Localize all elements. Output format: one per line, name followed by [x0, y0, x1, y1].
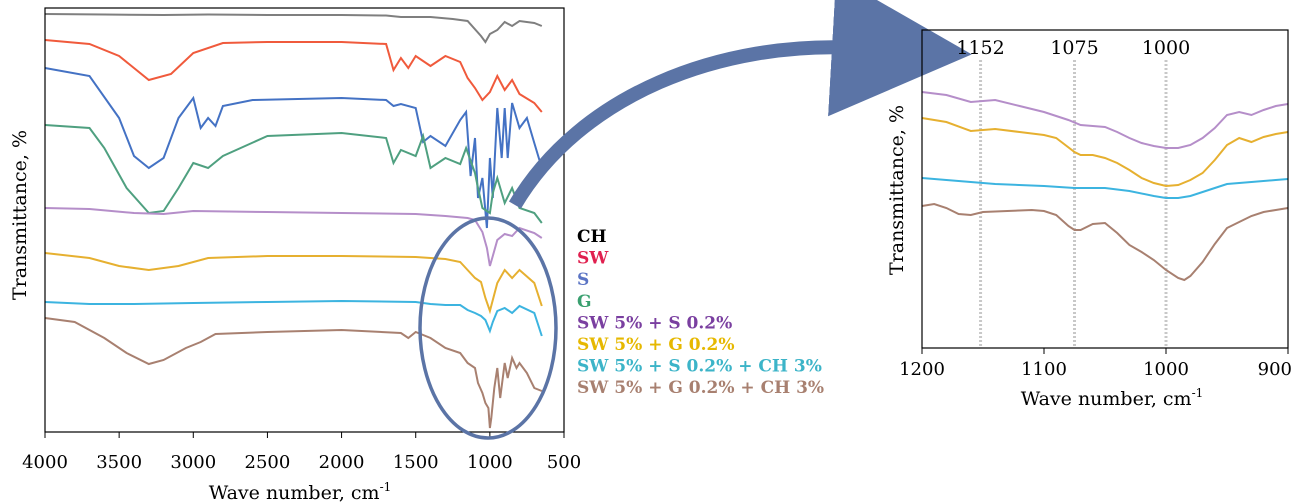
main-x-ticks: 4000 3500 3000 2500 2000 1500 1000 500 [22, 432, 581, 473]
zoom-series-group [921, 91, 1289, 282]
zoom-x-ticks: 1200 1100 1000 900 [899, 348, 1292, 380]
zoom-x-tick-label: 1000 [1143, 359, 1189, 380]
zoom-series-sw-5-s-0-2-ch-3 [921, 177, 1289, 199]
main-x-tick-label: 1500 [393, 452, 439, 473]
main-series-sw-5-g-0-2-ch-3 [44, 317, 543, 429]
main-series-g [44, 124, 543, 224]
main-y-axis-label: Transmittance, % [9, 130, 31, 300]
main-series-sw-5-s-0-2-ch-3 [44, 299, 543, 337]
legend-item-g: G [577, 292, 592, 312]
reference-label-1000: 1000 [1142, 37, 1190, 59]
legend-item-sw: SW [577, 249, 609, 269]
zoom-y-axis-label: Transmittance, % [886, 105, 908, 275]
main-x-tick-label: 500 [547, 452, 581, 473]
reference-label-1075: 1075 [1050, 37, 1098, 59]
reference-label-1152: 1152 [956, 37, 1004, 59]
zoom-series-sw-5-g-0-2-ch-3 [921, 202, 1289, 282]
zoom-arrow [508, 0, 972, 209]
main-x-tick-label: 4000 [22, 452, 68, 473]
main-x-axis-label: Wave number, cm-1 [209, 480, 392, 504]
zoom-x-tick-label: 900 [1258, 359, 1292, 380]
zoom-reference-labels: 1152 1075 1000 [956, 37, 1190, 59]
zoom-plot-frame [921, 29, 1289, 349]
zoom-x-tick-label: 1100 [1021, 359, 1067, 380]
main-series-sw-5-g-0-2 [44, 252, 543, 315]
zoom-x-axis-label: Wave number, cm-1 [1021, 386, 1204, 410]
main-series-s [44, 67, 543, 229]
zoom-series-sw-5-g-0-2 [921, 117, 1289, 188]
legend-item-ch: CH [577, 227, 607, 247]
zoom-chart: 1200 1100 1000 900 1152 1075 1000 Wave number… [886, 29, 1292, 410]
legend-item-sw-5-g-0-2-ch-3: SW 5% + G 0.2% + CH 3% [577, 378, 824, 398]
main-x-tick-label: 3500 [96, 452, 142, 473]
main-series-sw [44, 39, 543, 113]
legend-item-sw-5-s-0-2: SW 5% + S 0.2% [577, 313, 732, 333]
main-series-sw-5-s-0-2 [44, 207, 543, 267]
main-x-tick-label: 3000 [170, 452, 216, 473]
zoom-x-tick-label: 1200 [899, 359, 945, 380]
legend-item-sw-5-g-0-2: SW 5% + G 0.2% [577, 335, 735, 355]
main-x-tick-label: 2500 [245, 452, 291, 473]
legend-item-s: S [577, 270, 589, 290]
main-series-ch [44, 13, 543, 44]
main-series-group [44, 13, 543, 429]
legend-item-sw-5-s-0-2-ch-3: SW 5% + S 0.2% + CH 3% [577, 357, 822, 377]
zoom-series-sw-5-s-0-2 [921, 91, 1289, 149]
zoom-region-ellipse [418, 216, 558, 440]
main-x-tick-label: 1000 [467, 452, 513, 473]
main-chart: 4000 3500 3000 2500 2000 1500 1000 500 Wave num… [9, 7, 581, 504]
zoom-reference-lines [979, 60, 1168, 348]
main-plot-frame [44, 7, 565, 433]
main-x-tick-label: 2000 [319, 452, 365, 473]
